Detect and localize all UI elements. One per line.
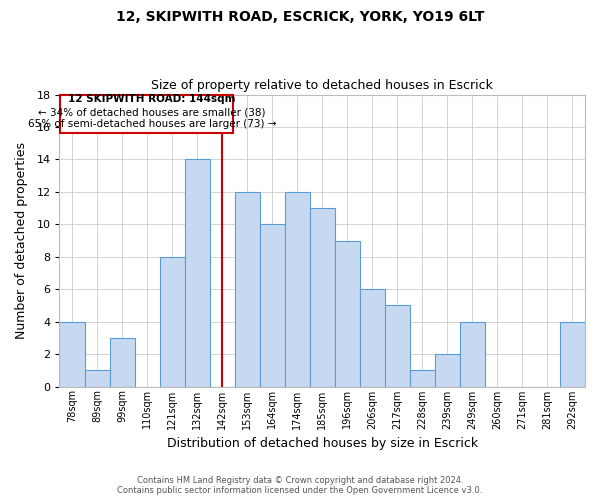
Text: 12, SKIPWITH ROAD, ESCRICK, YORK, YO19 6LT: 12, SKIPWITH ROAD, ESCRICK, YORK, YO19 6… <box>116 10 484 24</box>
Title: Size of property relative to detached houses in Escrick: Size of property relative to detached ho… <box>151 79 493 92</box>
Text: 12 SKIPWITH ROAD: 144sqm: 12 SKIPWITH ROAD: 144sqm <box>68 94 236 104</box>
Bar <box>335 240 360 386</box>
FancyBboxPatch shape <box>60 96 233 134</box>
Bar <box>85 370 110 386</box>
X-axis label: Distribution of detached houses by size in Escrick: Distribution of detached houses by size … <box>167 437 478 450</box>
Bar <box>235 192 260 386</box>
Text: ← 34% of detached houses are smaller (38): ← 34% of detached houses are smaller (38… <box>38 108 266 118</box>
Bar <box>360 289 385 386</box>
Bar <box>460 322 485 386</box>
Bar <box>285 192 310 386</box>
Text: 65% of semi-detached houses are larger (73) →: 65% of semi-detached houses are larger (… <box>28 119 277 129</box>
Bar <box>310 208 335 386</box>
Bar <box>110 338 134 386</box>
Bar <box>560 322 585 386</box>
Text: Contains HM Land Registry data © Crown copyright and database right 2024.
Contai: Contains HM Land Registry data © Crown c… <box>118 476 482 495</box>
Bar <box>185 160 209 386</box>
Bar <box>59 322 85 386</box>
Y-axis label: Number of detached properties: Number of detached properties <box>15 142 28 339</box>
Bar <box>260 224 285 386</box>
Bar <box>410 370 435 386</box>
Bar <box>435 354 460 386</box>
Bar <box>385 306 410 386</box>
Bar <box>160 257 185 386</box>
